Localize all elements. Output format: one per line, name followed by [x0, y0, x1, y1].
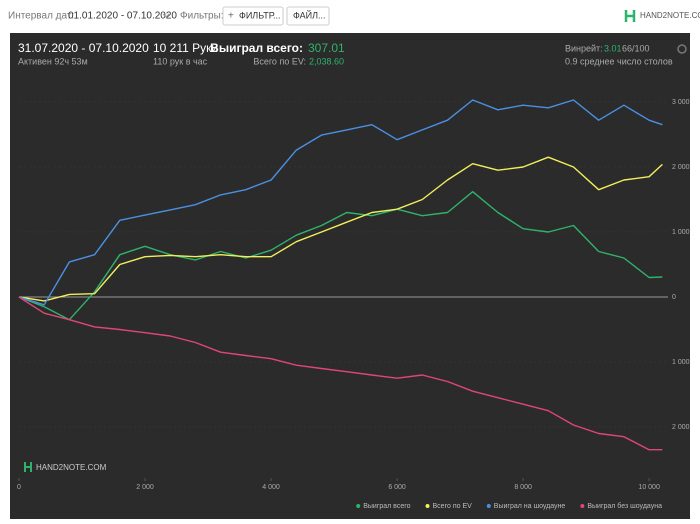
settings-icon[interactable] [677, 44, 687, 54]
winrate-sample: 66/100 [622, 43, 650, 53]
watermark-icon [24, 462, 32, 472]
filters-label: Фильтры: [180, 11, 224, 22]
filter-button-text[interactable]: ФИЛЬТР... [239, 10, 281, 20]
y-tick-label: 3 000 [672, 99, 690, 106]
won-label: Выиграл всего: [210, 41, 303, 55]
series-line [18, 191, 663, 321]
ev-label: Всего по EV: [253, 56, 306, 66]
legend-label: Всего по EV [433, 503, 473, 510]
series-line [18, 156, 663, 302]
x-tick-label: 6 000 [388, 484, 406, 491]
legend-label: Выиграл без шоудауна [587, 502, 662, 510]
y-tick-label: 2 000 [672, 164, 690, 171]
date-label: Интервал дат: [8, 11, 74, 22]
hands: 10 211 Руки [153, 41, 218, 55]
y-tick-label: 1 000 [672, 229, 690, 236]
y-tick-label: 2 000 [672, 424, 690, 431]
x-tick-label: 8 000 [514, 484, 532, 491]
logo: HAND2NOTE.COM [640, 11, 700, 20]
x-tick-label: 10 000 [638, 484, 660, 491]
hands-per-hour: 110 рук в час [153, 56, 208, 66]
winrate-value: 3.01 [604, 43, 622, 53]
plus-icon: + [228, 11, 234, 22]
series-line [18, 99, 663, 306]
tables: 0.9 среднее число столов [565, 56, 673, 66]
period: 31.07.2020 - 07.10.2020 [18, 41, 149, 55]
panel [10, 33, 690, 519]
legend-swatch [356, 504, 361, 508]
won-value: 307.01 [308, 41, 345, 55]
y-tick-label: 1 000 [672, 359, 690, 366]
active: Активен 92ч 53м [18, 56, 88, 66]
series-line [18, 296, 663, 451]
legend-swatch [425, 504, 430, 508]
x-tick-label: 0 [17, 484, 21, 491]
legend-swatch [580, 504, 585, 508]
y-tick-label: 0 [672, 294, 676, 301]
legend-label: Выиграл всего [363, 503, 410, 510]
file-button-text[interactable]: ФАЙЛ... [293, 9, 326, 20]
file-button[interactable] [286, 6, 330, 26]
legend-swatch [486, 504, 491, 508]
x-tick-label: 4 000 [262, 484, 280, 491]
winrate-label: Винрейт: [565, 43, 603, 53]
legend-label: Выиграл на шоудауне [494, 503, 566, 510]
ev-value: 2,038.60 [309, 56, 344, 66]
date-range[interactable]: 01.01.2020 - 07.10.2020 [68, 11, 177, 22]
logo-icon [624, 10, 636, 22]
watermark: HAND2NOTE.COM [36, 463, 107, 472]
filter-button[interactable] [222, 6, 284, 26]
dropdown-arrow[interactable] [162, 13, 170, 18]
x-tick-label: 2 000 [136, 484, 154, 491]
